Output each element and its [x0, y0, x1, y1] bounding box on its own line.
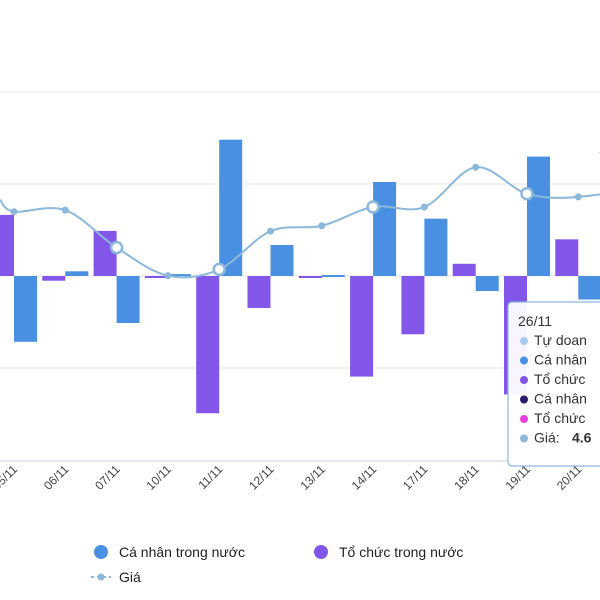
tooltip-swatch: [520, 395, 528, 404]
tooltip-row-label: Tự doan: [534, 332, 587, 348]
price-point: [520, 187, 534, 201]
bar-to-chuc-18-11: [452, 263, 476, 276]
bars-layer: [0, 139, 600, 414]
bar-ca-nhan-10-11: [167, 274, 191, 277]
bar-ca-nhan-20-11: [578, 276, 600, 300]
bar-to-chuc-17-11: [401, 276, 425, 335]
x-tick-label: 17/11: [400, 462, 431, 493]
legend-swatch-dot: [97, 573, 105, 581]
legend-label: Cá nhân trong nước: [119, 544, 245, 560]
bar-to-chuc-10-11: [144, 276, 168, 278]
tooltip-row-label: Cá nhân: [534, 352, 587, 368]
bar-ca-nhan-07-11: [116, 276, 140, 323]
tooltip-row-label: Giá:: [534, 430, 560, 446]
tooltip: 26/11 Tự doan Cá nhân Tổ chức Cá nhân Tổ chức…: [507, 301, 600, 467]
bar-ca-nhan-17-11: [424, 218, 448, 276]
legend[interactable]: Cá nhân trong nước Tổ chức trong nước Giá: [91, 544, 463, 585]
x-tick-label: 05/11: [0, 462, 20, 493]
bar-to-chuc-20-11: [555, 239, 579, 276]
price-point: [318, 222, 326, 230]
tooltip-swatch: [520, 415, 528, 423]
price-line-layer: [0, 152, 600, 280]
bar-to-chuc-06-11: [42, 276, 66, 281]
price-point: [420, 203, 428, 211]
legend-item-3[interactable]: Giá: [91, 569, 141, 585]
x-tick-label: 14/11: [349, 462, 380, 493]
x-axis-ticks: 05/11 06/11 07/11 10/11 11/11 12/11 13/11 14/11…: [0, 462, 585, 493]
tooltip-row-label: Cá nhân: [534, 391, 587, 407]
x-tick-label: 18/11: [451, 462, 482, 493]
x-tick-label: 10/11: [144, 462, 175, 493]
legend-label: Giá: [119, 569, 141, 585]
tooltip-swatch: [520, 337, 528, 345]
bar-ca-nhan-13-11: [321, 275, 345, 278]
x-tick-label: 11/11: [195, 462, 225, 492]
price-point: [472, 163, 480, 171]
price-line: [0, 152, 600, 279]
bar-ca-nhan-18-11: [475, 276, 499, 292]
tooltip-row-label: Tổ chức: [534, 410, 585, 426]
tooltip-box: 26/11 Tự doan Cá nhân Tổ chức Cá nhân Tổ chức…: [507, 301, 600, 467]
bar-to-chuc-11-11: [196, 276, 220, 414]
tooltip-frame: [507, 301, 600, 467]
bar-to-chuc-07-11: [93, 230, 117, 276]
price-point: [267, 227, 274, 235]
bar-ca-nhan-19-11: [527, 156, 550, 276]
bar-to-chuc-13-11: [298, 276, 322, 278]
tooltip-swatch: [520, 376, 528, 384]
price-point: [109, 240, 124, 255]
x-tick-label: 13/11: [297, 462, 328, 493]
price-point: [366, 200, 380, 214]
bar-ca-nhan-06-11: [65, 271, 89, 276]
price-point: [10, 208, 18, 216]
x-tick-label: 06/11: [41, 462, 72, 493]
price-point: [212, 262, 226, 277]
tooltip-row-value: 4.6: [572, 430, 592, 446]
price-point: [574, 193, 582, 201]
x-tick-label: 19/11: [503, 462, 534, 493]
legend-swatch: [94, 545, 108, 559]
bar-ca-nhan-12-11: [270, 244, 294, 276]
bar-to-chuc-14-11: [350, 276, 374, 377]
x-tick-label: 07/11: [92, 462, 123, 493]
bar-ca-nhan-14-11: [373, 182, 397, 276]
tooltip-swatch: [520, 434, 528, 443]
price-point: [164, 272, 172, 280]
tooltip-swatch: [520, 356, 528, 365]
price-point: [61, 206, 69, 214]
bar-ca-nhan-11-11: [219, 139, 243, 276]
x-tick-label: 12/11: [246, 462, 277, 493]
bar-to-chuc-12-11: [247, 276, 271, 308]
tooltip-date: 26/11: [518, 313, 552, 329]
tooltip-row-label: Tổ chức: [534, 371, 585, 387]
legend-item-1[interactable]: Cá nhân trong nước: [94, 544, 245, 560]
legend-item-2[interactable]: Tổ chức trong nước: [314, 544, 463, 560]
bar-ca-nhan-05-11: [14, 276, 37, 342]
x-tick-label: 20/11: [554, 462, 585, 493]
legend-label: Tổ chức trong nước: [339, 544, 463, 560]
legend-swatch: [314, 545, 328, 559]
bar-to-chuc-05-11: [0, 214, 14, 276]
